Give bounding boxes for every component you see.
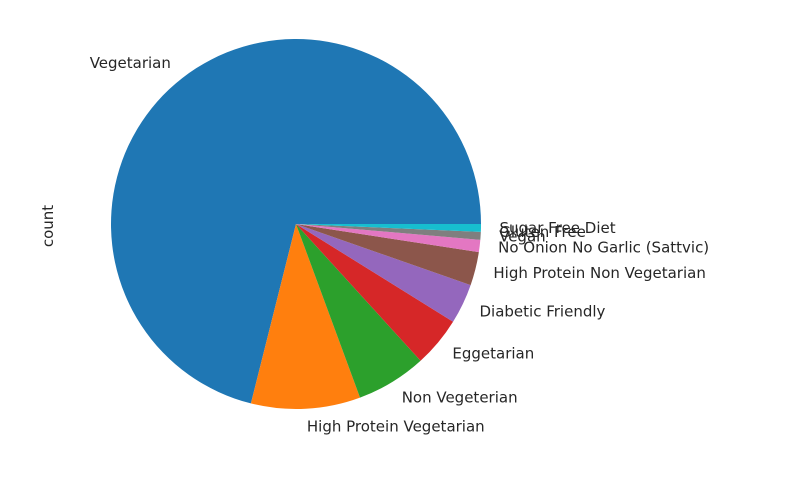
pie-slices: [111, 39, 481, 409]
slice-no-onion-no-garlic-sattvic: [296, 224, 481, 253]
label-non-vegeterian: Non Vegeterian: [402, 388, 518, 406]
label-high-protein-vegetarian: High Protein Vegetarian: [307, 418, 485, 436]
slice-vegetarian: [111, 39, 481, 404]
y-axis-label: count: [39, 205, 57, 247]
label-sugar-free-diet: Sugar Free Diet: [500, 219, 616, 237]
slice-eggetarian: [296, 224, 454, 361]
pie-labels: Vegetarian High Protein Vegetarian Non Veg…: [90, 54, 709, 436]
label-gluten-free: Gluten Free: [499, 223, 586, 241]
label-no-onion-no-garlic-sattvic: No Onion No Garlic (Sattvic): [498, 239, 709, 257]
slice-diabetic-friendly: [296, 224, 471, 322]
label-eggetarian: Eggetarian: [452, 345, 534, 363]
label-high-protein-non-vegetarian: High Protein Non Vegetarian: [493, 264, 705, 282]
slice-vegan: [296, 224, 481, 240]
slice-high-protein-non-vegetarian: [296, 224, 479, 286]
slice-high-protein-vegetarian: [250, 224, 361, 409]
slice-non-vegeterian: [296, 224, 421, 398]
label-vegan: Vegan: [499, 228, 546, 246]
label-vegetarian: Vegetarian: [90, 54, 171, 72]
slice-sugar-free-diet: [296, 224, 481, 232]
label-diabetic-friendly: Diabetic Friendly: [480, 302, 606, 320]
